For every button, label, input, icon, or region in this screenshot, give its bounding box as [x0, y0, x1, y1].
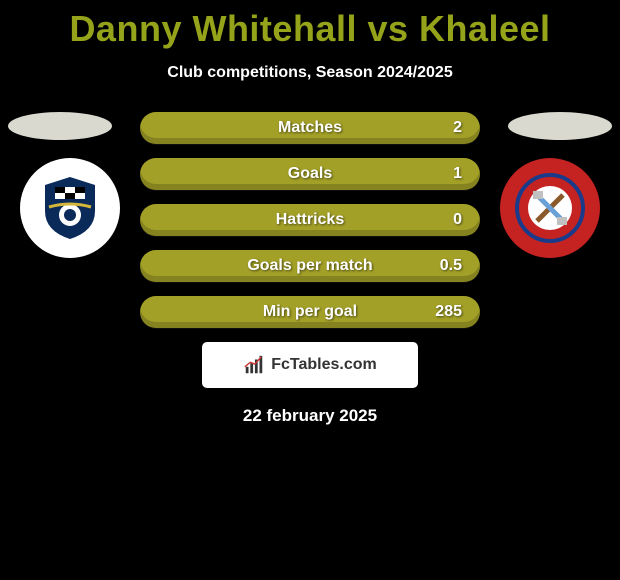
stat-label: Goals [140, 158, 480, 190]
bar-chart-icon [243, 354, 265, 376]
page-title: Danny Whitehall vs Khaleel [0, 0, 620, 50]
brand-text: FcTables.com [271, 356, 377, 374]
stat-value: 0.5 [440, 250, 462, 282]
stat-bar: Matches 2 [140, 112, 480, 144]
team-badge-right [500, 158, 600, 258]
stat-value: 2 [453, 112, 462, 144]
comparison-panel: Matches 2 Goals 1 Hattricks 0 Goals per … [0, 112, 620, 426]
dagenham-crest-icon [515, 173, 585, 243]
subtitle: Club competitions, Season 2024/2025 [0, 64, 620, 82]
stat-bar: Hattricks 0 [140, 204, 480, 236]
stat-label: Goals per match [140, 250, 480, 282]
team-badge-left [20, 158, 120, 258]
date-label: 22 february 2025 [0, 406, 620, 426]
brand-link[interactable]: FcTables.com [202, 342, 418, 388]
stat-value: 1 [453, 158, 462, 190]
stat-bar: Min per goal 285 [140, 296, 480, 328]
player-right-shadow [508, 112, 612, 140]
stat-bar: Goals per match 0.5 [140, 250, 480, 282]
stat-label: Hattricks [140, 204, 480, 236]
stats-bars: Matches 2 Goals 1 Hattricks 0 Goals per … [140, 112, 480, 328]
stat-label: Matches [140, 112, 480, 144]
stat-bar: Goals 1 [140, 158, 480, 190]
eastleigh-crest-icon [35, 173, 105, 243]
stat-value: 0 [453, 204, 462, 236]
player-left-shadow [8, 112, 112, 140]
stat-value: 285 [435, 296, 462, 328]
stat-label: Min per goal [140, 296, 480, 328]
